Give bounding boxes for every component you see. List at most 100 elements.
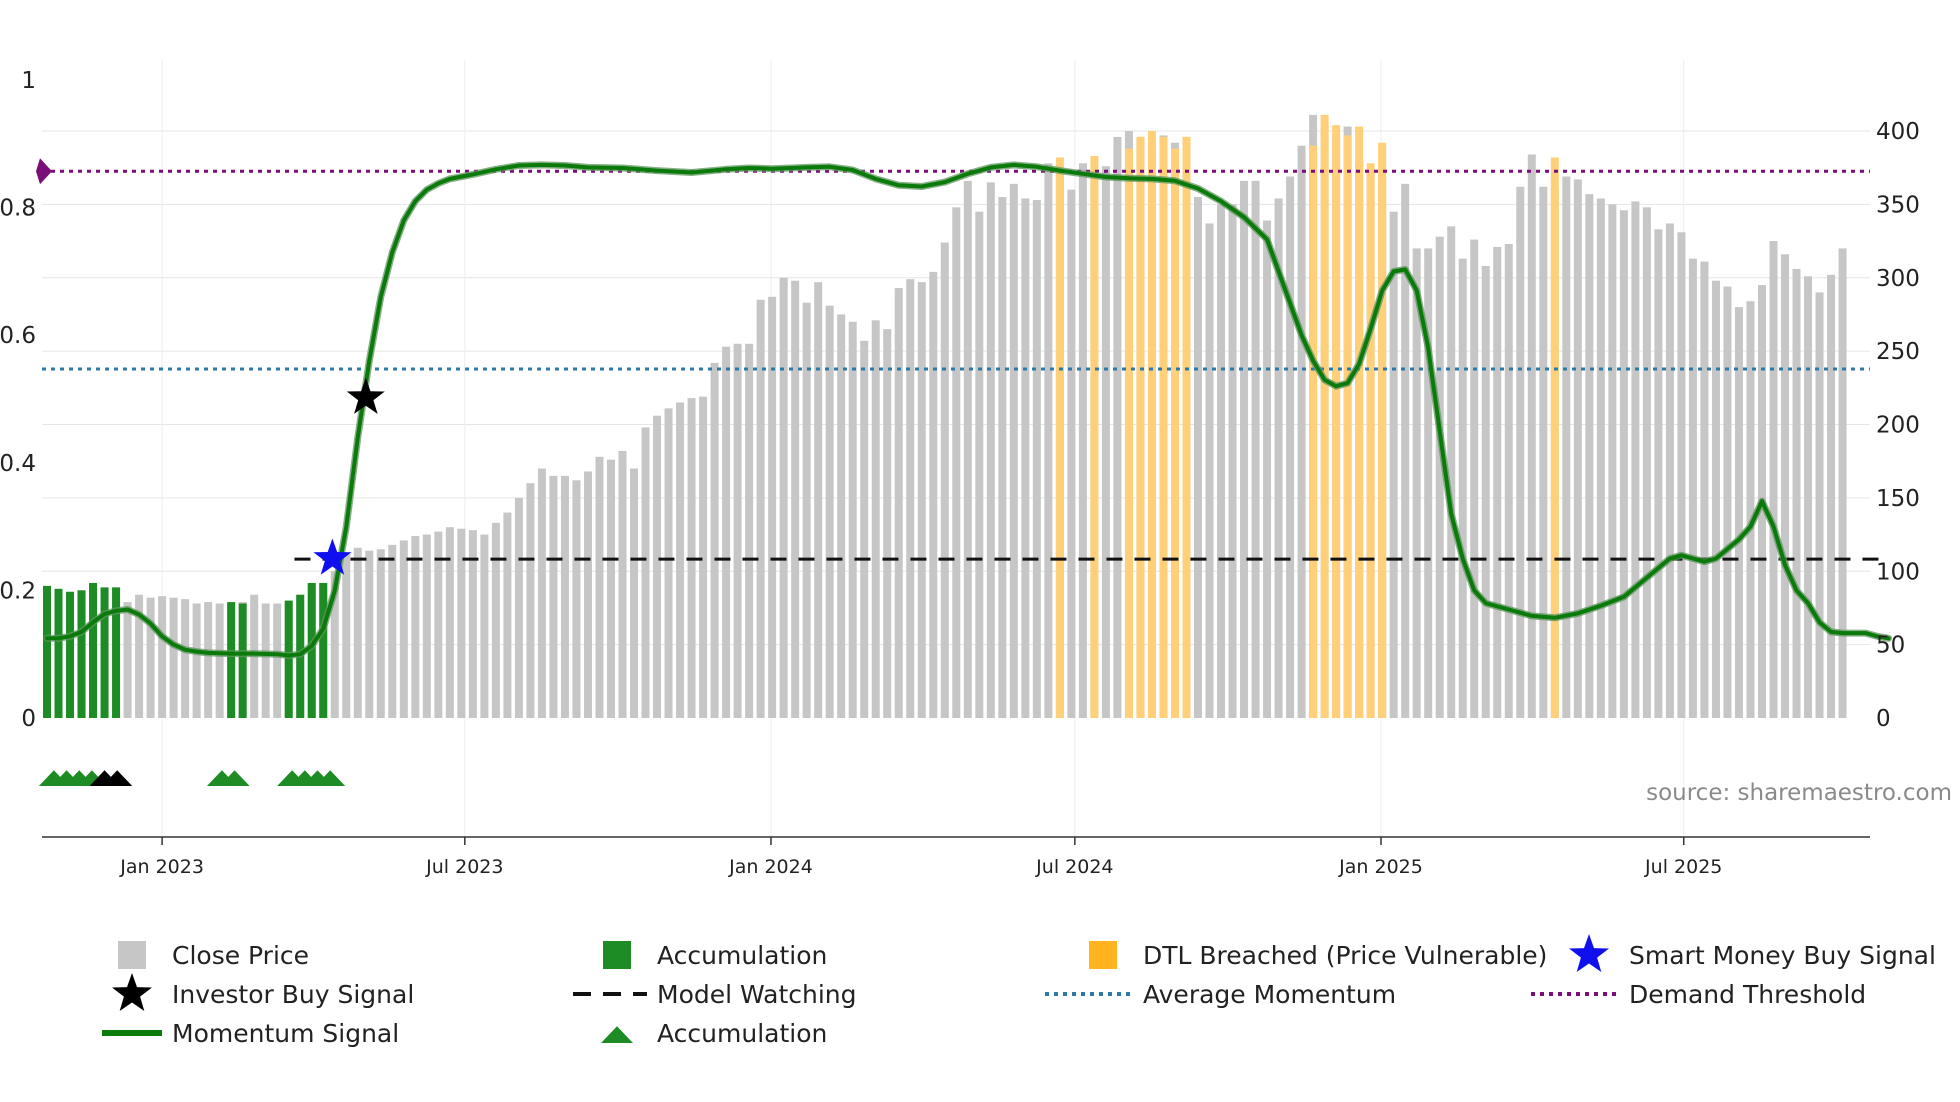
close-price-bar [376,549,385,718]
close-price-bar [1688,258,1697,718]
close-price-bar [952,207,961,718]
close-price-bar [273,603,282,718]
accumulation-bar [77,590,86,718]
accumulation-bar [319,582,328,718]
close-price-bar [1596,198,1605,718]
legend-item: Model Watching [573,980,857,1009]
source-label: source: sharemaestro.com [1646,780,1952,806]
legend-label: Investor Buy Signal [172,980,414,1009]
close-price-bar [1781,254,1790,718]
close-price-bar [779,277,788,718]
axes-layer: 0 0.2 0.4 0.6 0.8 1 0 50 100 150 200 250 300 350 400 Ja… [0,68,1920,878]
close-price-bar [169,597,178,718]
legend-item: Close Price [118,941,309,970]
close-price-bar [1032,199,1041,718]
demand-threshold-marker [36,158,52,185]
close-price-bar [1665,223,1674,718]
x-axis-tick-label: Jul 2023 [425,856,503,878]
legend-label: DTL Breached (Price Vulnerable) [1143,941,1547,970]
legend-item: Accumulation [603,941,827,970]
dtl-breached-bar [1332,125,1341,718]
close-price-bar [491,522,500,718]
close-price-bar [802,302,811,718]
legend-item: Momentum Signal [102,1019,399,1048]
close-price-bar [1746,301,1755,718]
dtl-breached-bar [1090,155,1099,718]
dtl-breached-bar [1378,142,1387,719]
close-price-bar [1677,232,1686,718]
close-price-bar [342,553,351,718]
close-price-bar [1504,243,1513,718]
close-price-bar [353,547,362,718]
close-price-bar [1527,154,1536,719]
x-axis-tick-label: Jan 2024 [728,856,813,878]
legend-label: Accumulation [657,1019,827,1048]
close-price-bar [181,599,190,718]
accumulation-triangles-layer [38,770,346,786]
right-axis-tick-label: 400 [1876,119,1920,145]
green-triangle-icon [601,1026,633,1043]
right-axis-tick-label: 250 [1876,339,1920,365]
close-price-bar [1573,179,1582,719]
close-price-bar [618,450,627,718]
close-price-bar [365,550,374,718]
close-price-bar [1827,274,1836,718]
close-price-bar [848,321,857,718]
dtl-breached-bar [1343,135,1352,719]
legend: Close Price Accumulation DTL Breached (Pri… [102,934,1936,1048]
close-price-bar [1251,180,1260,718]
close-price-bar [1642,207,1651,718]
close-price-bar [1470,239,1479,718]
close-price-bar [1021,198,1030,718]
left-axis-tick-label: 0.6 [0,323,36,349]
close-price-bar [906,279,915,718]
close-price-bar [1078,163,1087,718]
accumulation-bar [43,585,51,718]
momentum-layer [43,161,1893,659]
black-star-icon [112,973,152,1011]
close-price-bar [1101,166,1110,719]
legend-item: Average Momentum [1045,980,1396,1009]
gray-square-icon [118,941,146,969]
legend-label: Model Watching [657,980,857,1009]
close-price-bar [699,396,708,718]
close-price-bar [1067,189,1076,718]
close-price-bar [1044,163,1053,718]
close-price-bar [814,282,823,718]
legend-label: Smart Money Buy Signal [1629,941,1936,970]
close-price-bar [860,340,869,718]
close-price-bar [457,528,466,718]
close-price-bar [123,602,132,718]
dtl-breached-bar [1182,136,1191,718]
close-price-bar [1194,197,1202,719]
close-price-bar [1654,229,1663,718]
left-axis-tick-label: 0 [21,706,36,732]
dtl-breached-bar [1055,157,1064,719]
accumulation-bar [238,603,247,718]
close-price-bar [733,343,742,718]
close-price-bar [549,475,558,718]
close-price-bar [1217,204,1226,718]
close-price-bar [1435,236,1444,718]
close-price-bar [1401,183,1410,718]
close-price-bar [1113,136,1122,718]
close-price-bar [422,534,431,718]
accumulation-bar [307,582,316,718]
close-price-bar [135,594,144,718]
close-price-bar [641,427,650,718]
close-price-bar [606,459,615,718]
x-axis-tick-label: Jul 2024 [1035,856,1113,878]
dtl-breached-bar [1355,126,1364,718]
close-price-bar [837,314,846,718]
close-price-bar [595,456,604,718]
dtl-breached-bar [1136,136,1145,718]
close-price-bar [963,180,972,718]
accumulation-bar [89,582,98,718]
close-price-bar [676,402,685,718]
accumulation-bar [284,600,293,718]
close-price-bar [768,296,777,718]
close-price-bar [1608,204,1617,718]
green-square-icon [603,941,631,969]
legend-item: DTL Breached (Price Vulnerable) [1089,941,1547,970]
close-price-bar [871,320,880,718]
